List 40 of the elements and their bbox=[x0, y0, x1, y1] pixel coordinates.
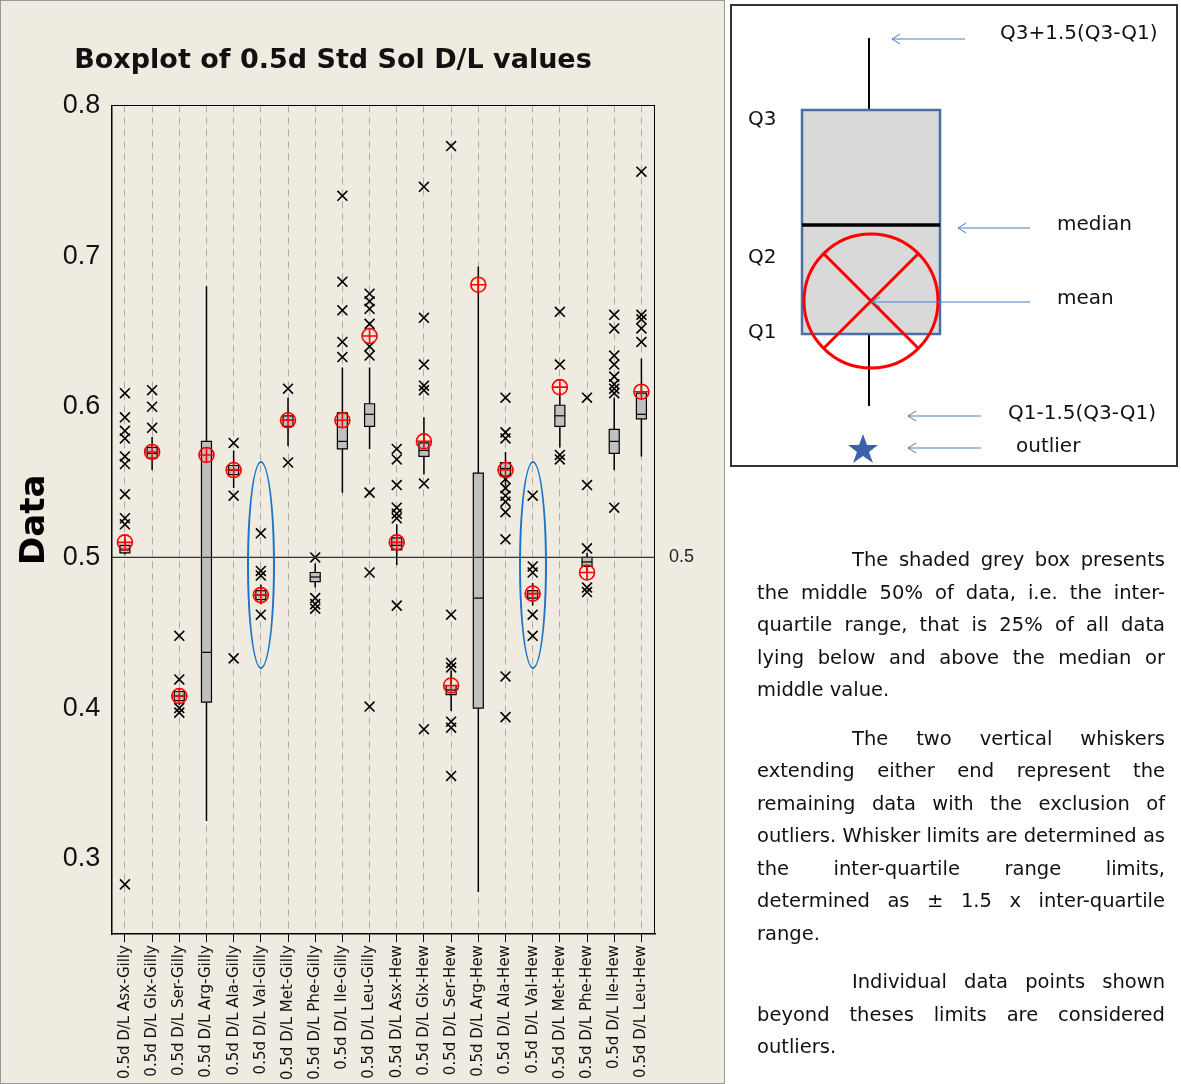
text: Q3 bbox=[748, 106, 777, 130]
x-tick-label: 0.5d D/L Val-Hew bbox=[522, 945, 541, 1074]
x-tick-label: 0.5d D/L Ile-Gilly bbox=[332, 945, 351, 1070]
text: The two vertical whiskers extending either end represent the remaining data with the exclusion of outliers. Whisker limits are determined as the inter-quartile range limits, determined as ± 1.5 x inter-quartile range. bbox=[757, 725, 1165, 947]
x-tick-label: 0.5d D/L Glx-Gilly bbox=[142, 945, 160, 1077]
text: mean bbox=[1057, 285, 1114, 309]
text: outlier bbox=[1016, 433, 1081, 457]
x-tick-label: 0.5d D/L Phe-Gilly bbox=[305, 944, 324, 1080]
y-tick-label: 0.5 bbox=[62, 540, 101, 571]
text: The shaded grey box presents the middle 50% of data, i.e. the inter-quartile range, that is 25% of all data lying below and above the median or middle value. bbox=[757, 547, 1165, 703]
y-tick-label: 0.7 bbox=[62, 239, 101, 270]
x-tick-label: 0.5d D/L Leu-Hew bbox=[631, 945, 650, 1078]
text: Q2 bbox=[748, 244, 777, 268]
x-tick-label: 0.5d D/L Arg-Gilly bbox=[196, 944, 215, 1078]
y-tick-label: 0.3 bbox=[62, 842, 101, 873]
x-tick-label: 0.5d D/L Ile-Hew bbox=[604, 945, 623, 1069]
x-tick-label: 0.5d D/L Leu-Gilly bbox=[359, 944, 378, 1079]
x-tick-label: 0.5d D/L Arg-Hew bbox=[468, 945, 487, 1077]
y-tick-label: 0.6 bbox=[62, 390, 101, 421]
text: Q3+1.5(Q3-Q1) bbox=[1000, 20, 1158, 44]
x-tick-label: 0.5d D/L Ala-Hew bbox=[495, 945, 514, 1075]
text: median bbox=[1057, 211, 1132, 235]
x-tick-label: 0.5d D/L Ala-Gilly bbox=[223, 945, 242, 1076]
x-tick-label: 0.5d D/L Asx-Gilly bbox=[114, 944, 133, 1079]
y-tick-label: 0.8 bbox=[62, 88, 101, 119]
x-tick-label: 0.5d D/L Asx-Hew bbox=[386, 945, 405, 1079]
x-tick-label: 0.5d D/L Val-Gilly bbox=[250, 944, 269, 1075]
ref-line-label: 0.5 bbox=[669, 546, 695, 567]
text: Q1-1.5(Q3-Q1) bbox=[1008, 400, 1156, 424]
x-tick-label: 0.5d D/L Met-Hew bbox=[549, 945, 568, 1080]
x-tick-label: 0.5d D/L Phe-Hew bbox=[576, 945, 595, 1079]
y-axis-title: Data bbox=[12, 474, 53, 565]
y-tick-label: 0.4 bbox=[62, 691, 101, 722]
x-tick-label: 0.5d D/L Met-Gilly bbox=[277, 944, 296, 1080]
chart-title: Boxplot of 0.5d Std Sol D/L values bbox=[74, 43, 592, 75]
x-tick-label: 0.5d D/L Glx-Hew bbox=[413, 945, 432, 1076]
text: Q1 bbox=[748, 319, 777, 343]
text: Individual data points shown beyond theses limits are considered outliers. bbox=[757, 969, 1165, 1060]
x-tick-label: 0.5d D/L Ser-Hew bbox=[441, 945, 460, 1076]
x-tick-label: 0.5d D/L Ser-Gilly bbox=[169, 944, 188, 1076]
